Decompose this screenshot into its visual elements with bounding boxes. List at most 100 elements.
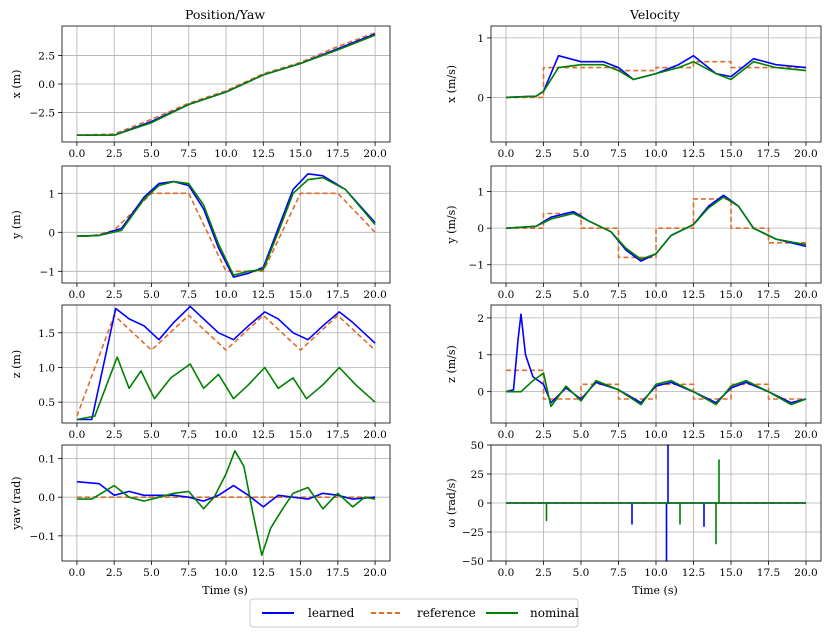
ytick-label: 0: [477, 387, 484, 399]
ylabel: x (m/s): [445, 65, 458, 103]
xtick-label: 0.0: [498, 429, 515, 441]
xtick-label: 7.5: [610, 289, 627, 301]
xtick-label: 10.0: [214, 148, 237, 160]
ytick-label: 50: [471, 440, 484, 452]
xtick-label: 0.0: [69, 567, 86, 579]
xtick-label: 12.5: [252, 567, 275, 579]
ytick-label: 2.5: [38, 51, 55, 63]
xtick-label: 12.5: [252, 289, 275, 301]
ylabel: y (m/s): [445, 205, 458, 244]
series-reference: [506, 60, 806, 99]
ytick-label: −1: [469, 260, 484, 272]
xtick-label: 10.0: [644, 289, 667, 301]
ytick-label: 0: [477, 223, 484, 235]
xtick-label: 2.5: [535, 429, 552, 441]
series-learned: [76, 305, 376, 421]
subplot-7: 0.0 2.5 5.0 7.5 10.0 12.5 15.0 17.5 20.0 −50 −25 0 2…: [445, 440, 822, 579]
title-velocity: Velocity: [629, 7, 681, 22]
xtick-label: 17.5: [757, 289, 780, 301]
xtick-label: 17.5: [326, 289, 349, 301]
xtick-label: 15.0: [289, 429, 312, 441]
ytick-label: 25: [471, 469, 484, 481]
series-nominal: [76, 449, 376, 557]
ytick-label: 1: [48, 188, 55, 200]
ytick-label: 0: [477, 498, 484, 510]
ytick-label: −1: [40, 266, 55, 278]
xtick-label: 15.0: [719, 567, 742, 579]
xtick-label: 7.5: [610, 429, 627, 441]
ytick-label: 0.5: [38, 397, 55, 409]
series-learned: [76, 173, 376, 278]
ytick-label: −0.1: [30, 531, 56, 543]
xtick-label: 20.0: [363, 289, 386, 301]
xtick-label: 2.5: [535, 148, 552, 160]
subplot-6: 0.0 2.5 5.0 7.5 10.0 12.5 15.0 17.5 20.0 −0.1 0.0 0…: [10, 444, 391, 579]
legend-learned-label: learned: [308, 606, 355, 620]
xtick-label: 15.0: [289, 148, 312, 160]
title-position-yaw: Position/Yaw: [185, 7, 265, 22]
ytick-label: 0: [477, 92, 484, 104]
ylabel: z (m): [10, 350, 23, 378]
xtick-label: 20.0: [794, 289, 817, 301]
series-reference: [76, 32, 376, 136]
xtick-label: 7.5: [610, 148, 627, 160]
xtick-label: 5.0: [143, 429, 160, 441]
xtick-label: 5.0: [573, 289, 590, 301]
ylabel: y (m): [10, 210, 23, 240]
ytick-label: 1: [477, 33, 484, 45]
xtick-label: 10.0: [214, 429, 237, 441]
series-nominal: [76, 356, 376, 421]
xtick-label: 17.5: [757, 567, 780, 579]
xtick-label: 2.5: [106, 429, 123, 441]
xtick-label: 7.5: [180, 289, 197, 301]
ytick-label: −50: [462, 556, 484, 568]
xtick-label: 7.5: [180, 429, 197, 441]
legend-reference-label: reference: [417, 606, 476, 620]
series-learned: [76, 480, 376, 508]
series-nominal: [76, 34, 376, 136]
ytick-label: 2: [477, 313, 484, 325]
ytick-label: 1: [477, 350, 484, 362]
xtick-label: 15.0: [289, 567, 312, 579]
series-nominal: [506, 459, 806, 545]
subplot-1: 0.0 2.5 5.0 7.5 10.0 12.5 15.0 17.5 20.0 0 1 x (m/s…: [445, 25, 822, 160]
xtick-label: 10.0: [644, 429, 667, 441]
xtick-label: 20.0: [794, 429, 817, 441]
ytick-label: 0: [48, 227, 55, 239]
xtick-label: 12.5: [682, 567, 705, 579]
xtick-label: 10.0: [214, 567, 237, 579]
series-nominal: [506, 372, 807, 408]
subplot-3: 0.0 2.5 5.0 7.5 10.0 12.5 15.0 17.5 20.0 −1 0 1 y (m…: [445, 165, 822, 301]
xtick-label: 15.0: [719, 148, 742, 160]
xtick-label: 10.0: [214, 289, 237, 301]
xtick-label: 17.5: [757, 148, 780, 160]
xtick-label: 20.0: [794, 567, 817, 579]
xtick-label: 12.5: [252, 148, 275, 160]
xtick-label: 7.5: [180, 567, 197, 579]
xtick-label: 12.5: [682, 148, 705, 160]
subplot-0: 0.0 2.5 5.0 7.5 10.0 12.5 15.0 17.5 20.0 −2.5 0.0 2…: [10, 25, 391, 160]
series-nominal: [505, 196, 807, 261]
xtick-label: 5.0: [143, 289, 160, 301]
series-reference: [76, 192, 376, 273]
legend-box: [249, 598, 579, 628]
subplot-5: 0.0 2.5 5.0 7.5 10.0 12.5 15.0 17.5 20.0 0 1 2 z (m/…: [445, 304, 822, 441]
xtick-label: 20.0: [363, 567, 386, 579]
xtick-label: 12.5: [682, 429, 705, 441]
xtick-label: 0.0: [498, 567, 515, 579]
legend-nominal-label: nominal: [530, 606, 579, 620]
ylabel: ω (rad/s): [445, 478, 458, 527]
xtick-label: 0.0: [69, 429, 86, 441]
legend: learned reference nominal: [249, 598, 579, 628]
series-nominal: [76, 176, 376, 277]
xtick-label: 20.0: [363, 429, 386, 441]
xtick-label: 17.5: [326, 429, 349, 441]
xtick-label: 2.5: [106, 289, 123, 301]
subplot-2: 0.0 2.5 5.0 7.5 10.0 12.5 15.0 17.5 20.0 −1 0 1 y (m…: [10, 165, 391, 301]
xtick-label: 15.0: [719, 429, 742, 441]
xtick-label: 10.0: [644, 148, 667, 160]
xtick-label: 5.0: [573, 429, 590, 441]
ylabel: yaw (rad): [10, 476, 23, 530]
series-learned: [505, 313, 807, 404]
xtick-label: 2.5: [535, 567, 552, 579]
